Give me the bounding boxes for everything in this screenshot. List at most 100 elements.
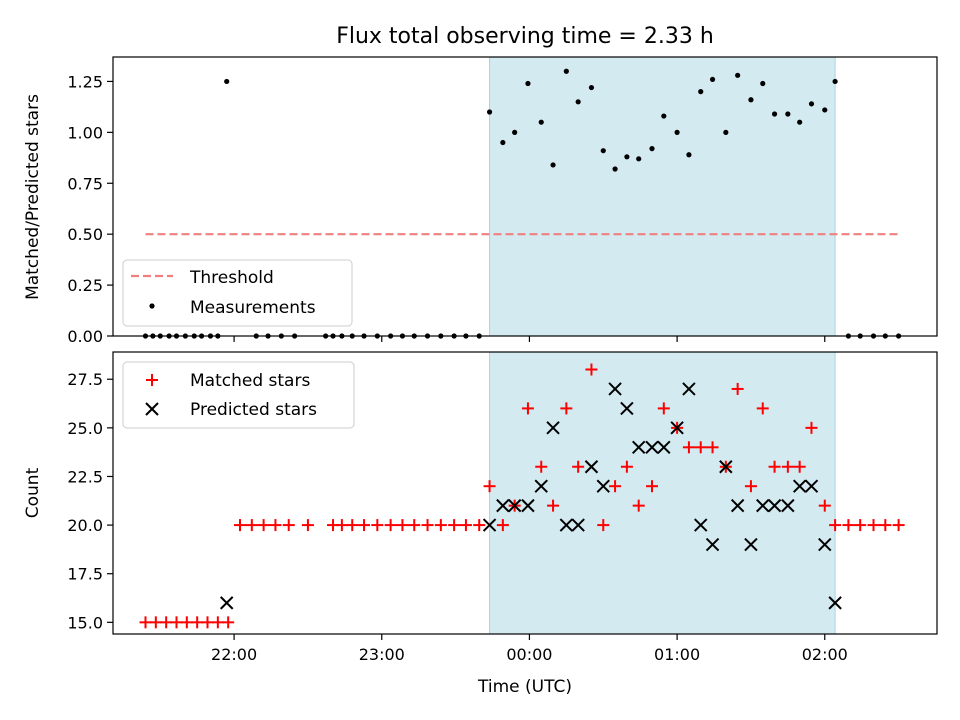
matched-star-point bbox=[731, 382, 744, 395]
ratio-x-ticks bbox=[233, 336, 826, 342]
measurement-point bbox=[538, 119, 544, 125]
measurement-point bbox=[674, 129, 680, 135]
matched-star-point bbox=[879, 519, 892, 532]
y-tick-label: 15.0 bbox=[67, 613, 103, 632]
matched-star-point bbox=[245, 519, 258, 532]
matched-star-point bbox=[191, 616, 204, 629]
measurement-point bbox=[748, 97, 754, 103]
predicted-star-point bbox=[804, 479, 819, 493]
matched-legend-label: Matched stars bbox=[190, 371, 310, 391]
x-tick-label: 01:00 bbox=[654, 645, 700, 664]
measurement-point bbox=[624, 154, 630, 160]
count-y-axis: 15.0 17.5 20.0 22.5 25.0 27.5 bbox=[67, 370, 113, 632]
observing-window-span bbox=[489, 56, 836, 337]
x-tick-label: 22:00 bbox=[211, 645, 257, 664]
predicted-star-point bbox=[744, 537, 758, 552]
measurement-point bbox=[785, 111, 791, 117]
predicted-legend-symbol bbox=[145, 402, 159, 416]
matched-star-point bbox=[180, 616, 193, 629]
matched-star-point bbox=[335, 519, 348, 532]
ratio-legend: Threshold Measurements bbox=[122, 259, 353, 327]
matched-star-point bbox=[211, 616, 224, 629]
matched-star-point bbox=[620, 460, 633, 473]
matched-star-point bbox=[744, 480, 757, 493]
count-panel: 15.0 17.5 20.0 22.5 25.0 27.5 22:00 23:00 00:00… bbox=[23, 351, 938, 697]
predicted-star-point bbox=[756, 498, 770, 513]
matched-star-point bbox=[496, 519, 509, 532]
predicted-star-point bbox=[620, 401, 634, 416]
measurement-point bbox=[797, 119, 803, 125]
predicted-star-point bbox=[534, 479, 548, 493]
measurement-point bbox=[588, 84, 595, 91]
measurement-point bbox=[808, 101, 815, 107]
matched-star-point bbox=[149, 616, 162, 629]
predicted-star-point bbox=[507, 498, 522, 513]
predicted-star-point bbox=[631, 440, 646, 455]
measurement-point bbox=[512, 129, 518, 135]
matched-star-point bbox=[282, 519, 295, 532]
matched-star-point bbox=[756, 402, 769, 415]
matched-star-point bbox=[160, 616, 173, 629]
measurement-point bbox=[525, 80, 531, 87]
matched-star-point bbox=[408, 519, 421, 532]
measurement-point bbox=[600, 148, 606, 154]
count-plot-frame bbox=[112, 351, 938, 635]
y-tick-label: 1.00 bbox=[67, 123, 103, 142]
matched-star-point bbox=[632, 499, 645, 512]
predicted-star-point bbox=[608, 382, 622, 396]
x-axis-label: Time (UTC) bbox=[477, 677, 572, 697]
predicted-star-point bbox=[521, 498, 535, 513]
predicted-star-point bbox=[482, 518, 497, 532]
predicted-star-point bbox=[571, 518, 585, 532]
matched-star-point bbox=[781, 460, 794, 473]
matched-star-point bbox=[892, 519, 905, 532]
measurement-point bbox=[822, 107, 828, 113]
predicted-star-point bbox=[767, 498, 782, 513]
matched-star-point bbox=[233, 519, 246, 532]
count-highlight-span bbox=[489, 351, 836, 635]
ratio-y-label: Matched/Predicted stars bbox=[23, 94, 43, 300]
measurement-point bbox=[550, 162, 556, 168]
measurement-point bbox=[636, 156, 642, 162]
matched-star-point bbox=[269, 519, 282, 532]
ratio-panel: 0.00 0.25 0.50 0.75 1.00 1.25 Matched/Predict… bbox=[23, 56, 938, 346]
matched-star-point bbox=[396, 519, 409, 532]
predicted-star-point bbox=[657, 440, 671, 455]
measurement-point bbox=[661, 113, 667, 119]
measurements-legend-label: Measurements bbox=[190, 298, 316, 318]
measurement-point bbox=[649, 146, 655, 152]
predicted-star-point bbox=[828, 596, 842, 610]
measurement-point bbox=[832, 78, 838, 85]
measurement-point bbox=[686, 152, 692, 158]
ratio-legend-box bbox=[122, 259, 353, 327]
matched-star-point bbox=[818, 499, 831, 512]
measurement-point bbox=[735, 72, 741, 78]
measurement-point bbox=[760, 80, 766, 87]
matched-star-point bbox=[301, 519, 314, 532]
matched-star-point bbox=[585, 363, 598, 376]
matched-legend-symbol bbox=[146, 374, 158, 386]
y-tick-label: 0.50 bbox=[67, 225, 103, 244]
matched-star-points bbox=[139, 363, 905, 629]
predicted-star-point bbox=[705, 537, 720, 552]
matched-star-point bbox=[434, 519, 447, 532]
figure-title: Flux total observing time = 2.33 h bbox=[336, 24, 714, 49]
count-legend: Matched stars Predicted stars bbox=[122, 361, 355, 429]
matched-star-point bbox=[473, 519, 486, 532]
matched-star-point bbox=[384, 519, 397, 532]
matched-star-point bbox=[547, 499, 560, 512]
matched-star-point bbox=[768, 460, 781, 473]
matched-star-point bbox=[645, 480, 658, 493]
y-tick-label: 22.5 bbox=[67, 467, 103, 486]
predicted-star-point bbox=[781, 498, 795, 513]
matched-star-point bbox=[805, 421, 818, 434]
predicted-star-point bbox=[719, 460, 733, 474]
y-tick-label: 0.00 bbox=[67, 327, 103, 346]
measurement-point bbox=[698, 89, 704, 95]
y-tick-label: 0.75 bbox=[67, 174, 103, 193]
y-tick-label: 1.25 bbox=[67, 72, 103, 91]
ratio-plot-frame bbox=[112, 56, 938, 337]
matched-star-point bbox=[609, 480, 622, 493]
matched-star-point bbox=[597, 519, 610, 532]
